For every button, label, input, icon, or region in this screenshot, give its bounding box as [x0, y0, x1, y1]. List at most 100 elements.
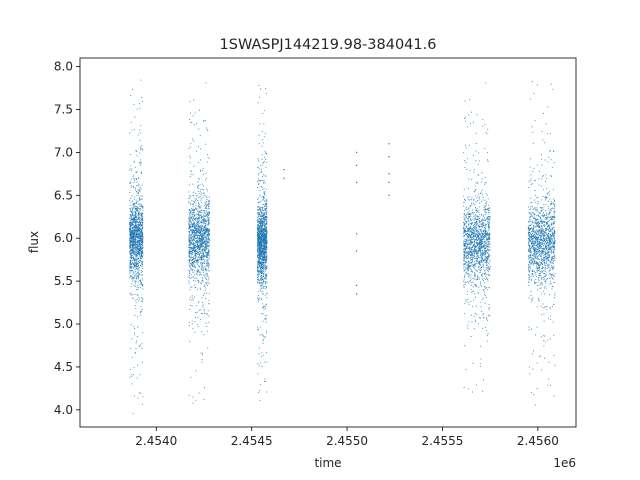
data-point [142, 238, 144, 240]
data-point [473, 299, 475, 301]
data-point [137, 243, 139, 245]
data-point [206, 292, 208, 294]
data-point [131, 255, 133, 257]
data-point [264, 361, 266, 363]
data-point [133, 326, 135, 328]
data-point [469, 218, 471, 220]
data-point [142, 252, 144, 254]
data-point [192, 402, 194, 404]
data-point [195, 252, 197, 254]
data-point [264, 277, 266, 279]
data-point [192, 234, 194, 236]
data-point [208, 292, 210, 294]
data-point [264, 249, 266, 251]
data-point [201, 183, 203, 185]
data-point [263, 282, 265, 284]
data-point [190, 236, 193, 238]
data-point [140, 79, 142, 81]
data-point [199, 134, 201, 137]
data-point [202, 258, 204, 261]
data-point [261, 282, 263, 284]
data-point [131, 266, 133, 268]
data-point [135, 216, 137, 218]
data-point [140, 218, 142, 220]
data-point [194, 209, 196, 211]
data-point [197, 316, 199, 318]
data-point [261, 208, 263, 210]
data-point [258, 256, 261, 258]
data-point [208, 232, 210, 234]
data-point [133, 174, 135, 176]
data-point [472, 255, 474, 257]
data-point [261, 352, 263, 354]
data-point [133, 277, 136, 279]
data-point [189, 249, 191, 251]
data-point [191, 276, 193, 278]
data-point [136, 251, 138, 253]
data-point [130, 218, 132, 220]
data-point [133, 240, 135, 243]
data-point [141, 204, 143, 206]
data-point [482, 215, 484, 217]
data-point [206, 220, 208, 222]
data-point [137, 246, 139, 248]
data-point [259, 257, 261, 259]
data-point [467, 245, 469, 247]
data-point [209, 239, 211, 241]
data-point [194, 222, 196, 224]
data-point [129, 256, 131, 258]
data-point [136, 218, 138, 220]
data-point [199, 225, 201, 227]
data-point [193, 272, 195, 274]
data-point [208, 246, 210, 248]
data-point [141, 145, 143, 147]
data-point [197, 185, 199, 187]
data-point [132, 203, 134, 205]
data-point [475, 224, 477, 226]
data-point [202, 226, 204, 228]
data-point [463, 227, 465, 230]
data-point [198, 301, 200, 303]
data-point [264, 295, 266, 297]
data-point [264, 281, 266, 283]
data-point [132, 244, 134, 246]
data-point [265, 224, 267, 226]
data-point [192, 219, 194, 221]
data-point [190, 171, 192, 173]
data-point [190, 376, 192, 378]
data-point [473, 199, 475, 201]
data-point [140, 188, 142, 190]
data-point [203, 310, 205, 312]
data-point [135, 301, 137, 304]
data-point [142, 255, 144, 257]
data-point [198, 243, 201, 245]
data-point [197, 209, 199, 211]
data-point [262, 340, 264, 342]
data-point [192, 237, 194, 239]
data-point [131, 220, 133, 222]
data-point [198, 240, 200, 242]
data-point [203, 212, 205, 214]
data-point [262, 221, 264, 223]
data-point [133, 263, 135, 265]
data-point [139, 152, 141, 154]
data-point [207, 203, 209, 205]
data-point [261, 217, 263, 219]
data-point [133, 244, 135, 246]
data-point [259, 231, 261, 233]
data-point [262, 250, 265, 252]
data-point [487, 340, 489, 342]
data-point [133, 395, 135, 397]
data-point [140, 219, 142, 221]
data-point [206, 129, 208, 131]
data-point [192, 396, 194, 398]
data-point [259, 270, 261, 272]
data-point [479, 263, 481, 265]
data-point [484, 286, 486, 288]
data-point [134, 252, 136, 254]
data-point [259, 400, 261, 402]
data-point [487, 221, 489, 223]
data-point [199, 248, 201, 250]
data-point [191, 261, 193, 264]
